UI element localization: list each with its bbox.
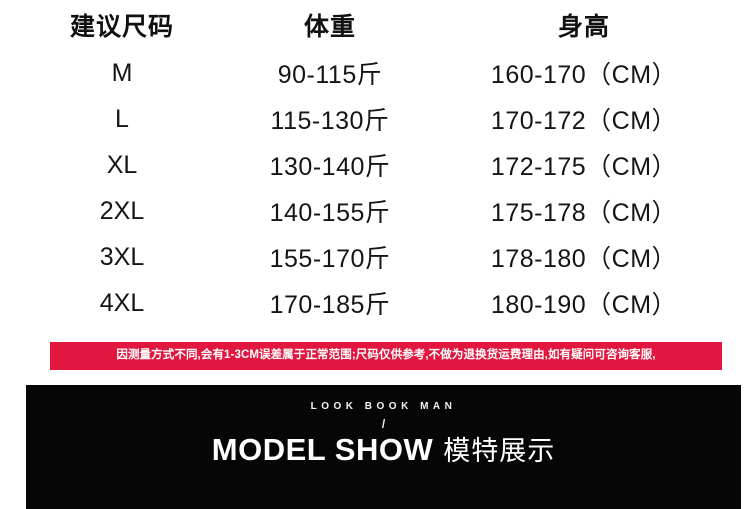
model-show-title: MODEL SHOW 模特展示 [26, 434, 741, 465]
cell-height: 175-178（CM） [456, 188, 712, 234]
cell-size-value: 2XL [99, 196, 145, 225]
column-header-height-label: 身高 [557, 13, 610, 41]
cell-height-value: 172-175（CM） [490, 153, 678, 181]
cell-size: M [40, 50, 204, 96]
cell-weight-value: 170-185斤 [269, 291, 391, 319]
cell-size: XL [40, 142, 204, 188]
size-disclaimer-text: 因测量方式不同,会有1-3CM误差属于正常范围;尺码仅供参考,不做为退换货运费理… [116, 349, 656, 362]
cell-height-value: 175-178（CM） [490, 199, 678, 227]
cell-height: 160-170（CM） [456, 50, 712, 96]
cell-height: 178-180（CM） [456, 234, 712, 280]
cell-weight-value: 155-170斤 [269, 245, 391, 273]
table-header-row: 建议尺码 体重 身高 [40, 0, 712, 50]
cell-size: 2XL [40, 188, 204, 234]
table-row: M 90-115斤 160-170（CM） [40, 50, 712, 96]
cell-weight: 90-115斤 [204, 50, 456, 96]
cell-height-value: 178-180（CM） [490, 245, 678, 273]
cell-weight: 140-155斤 [204, 188, 456, 234]
table-row: 2XL 140-155斤 175-178（CM） [40, 188, 712, 234]
column-header-height: 身高 [456, 0, 712, 50]
model-show-title-zh: 模特展示 [443, 436, 556, 466]
size-disclaimer-banner: 因测量方式不同,会有1-3CM误差属于正常范围;尺码仅供参考,不做为退换货运费理… [50, 342, 722, 370]
cell-weight: 130-140斤 [204, 142, 456, 188]
cell-height: 172-175（CM） [456, 142, 712, 188]
lookbook-kicker: LOOK BOOK MAN [310, 401, 457, 412]
table-row: L 115-130斤 170-172（CM） [40, 96, 712, 142]
cell-height-value: 160-170（CM） [490, 61, 678, 89]
cell-weight: 155-170斤 [204, 234, 456, 280]
table-row: XL 130-140斤 172-175（CM） [40, 142, 712, 188]
slash-divider: / [381, 417, 386, 431]
cell-weight-value: 115-130斤 [270, 107, 390, 135]
cell-size-value: M [111, 58, 133, 87]
column-header-weight-label: 体重 [303, 13, 356, 41]
cell-weight: 170-185斤 [204, 280, 456, 326]
model-show-section: LOOK BOOK MAN / MODEL SHOW 模特展示 [26, 385, 741, 509]
cell-height-value: 170-172（CM） [490, 107, 678, 135]
cell-height-value: 180-190（CM） [490, 291, 678, 319]
model-show-title-en: MODEL SHOW [211, 432, 434, 467]
column-header-size: 建议尺码 [40, 0, 204, 50]
cell-size: 3XL [40, 234, 204, 280]
cell-size: 4XL [40, 280, 204, 326]
cell-size-value: 4XL [99, 288, 145, 317]
column-header-size-label: 建议尺码 [69, 13, 174, 41]
cell-weight-value: 90-115斤 [277, 61, 383, 89]
cell-height: 180-190（CM） [456, 280, 712, 326]
cell-weight-value: 130-140斤 [269, 153, 391, 181]
column-header-weight: 体重 [204, 0, 456, 50]
cell-weight-value: 140-155斤 [269, 199, 391, 227]
cell-size: L [40, 96, 204, 142]
size-chart-table: 建议尺码 体重 身高 M 90-115斤 160-170（CM） L [40, 0, 712, 326]
cell-size-value: XL [106, 150, 138, 179]
cell-height: 170-172（CM） [456, 96, 712, 142]
size-chart-body: 建议尺码 体重 身高 M 90-115斤 160-170（CM） L [40, 0, 712, 326]
table-row: 3XL 155-170斤 178-180（CM） [40, 234, 712, 280]
cell-size-value: 3XL [99, 242, 145, 271]
table-row: 4XL 170-185斤 180-190（CM） [40, 280, 712, 326]
cell-size-value: L [115, 104, 129, 133]
cell-weight: 115-130斤 [204, 96, 456, 142]
